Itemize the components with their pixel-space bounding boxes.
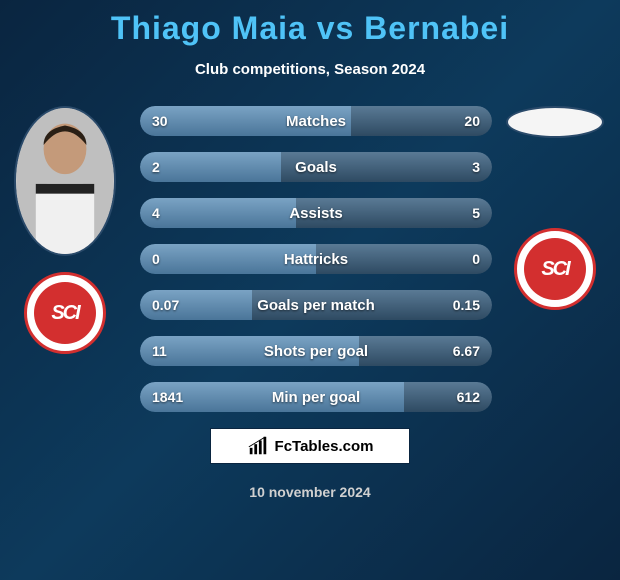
stat-label: Shots per goal <box>140 336 492 366</box>
stat-row: 1841612Min per goal <box>140 382 492 412</box>
player-left-club-badge: SCI <box>24 272 106 354</box>
stat-label: Matches <box>140 106 492 136</box>
stat-label: Assists <box>140 198 492 228</box>
chart-icon <box>247 435 269 457</box>
left-player-column: SCI <box>10 106 120 354</box>
brand-box[interactable]: FcTables.com <box>210 428 410 464</box>
page-subtitle: Club competitions, Season 2024 <box>0 61 620 78</box>
stat-row: 00Hattricks <box>140 244 492 274</box>
stat-row: 116.67Shots per goal <box>140 336 492 366</box>
stat-label: Hattricks <box>140 244 492 274</box>
stat-row: 3020Matches <box>140 106 492 136</box>
stat-bars: 3020Matches 23Goals 45Assists 00Hattricks 0.… <box>140 106 492 412</box>
person-icon <box>16 108 114 254</box>
stat-row: 23Goals <box>140 152 492 182</box>
stat-row: 0.070.15Goals per match <box>140 290 492 320</box>
club-monogram-icon: SCI <box>34 282 96 344</box>
brand-label: FcTables.com <box>275 438 374 455</box>
stat-label: Min per goal <box>140 382 492 412</box>
stat-label: Goals <box>140 152 492 182</box>
club-monogram-icon: SCI <box>524 238 586 300</box>
player-right-photo <box>506 106 604 138</box>
page-title: Thiago Maia vs Bernabei <box>0 0 620 47</box>
right-player-column: SCI <box>500 106 610 310</box>
stat-label: Goals per match <box>140 290 492 320</box>
comparison-panel: SCI SCI 3020Matches 23Goals 45Assists 00Hat… <box>0 106 620 412</box>
date-label: 10 november 2024 <box>0 484 620 500</box>
stat-row: 45Assists <box>140 198 492 228</box>
player-right-club-badge: SCI <box>514 228 596 310</box>
player-left-photo <box>14 106 116 256</box>
